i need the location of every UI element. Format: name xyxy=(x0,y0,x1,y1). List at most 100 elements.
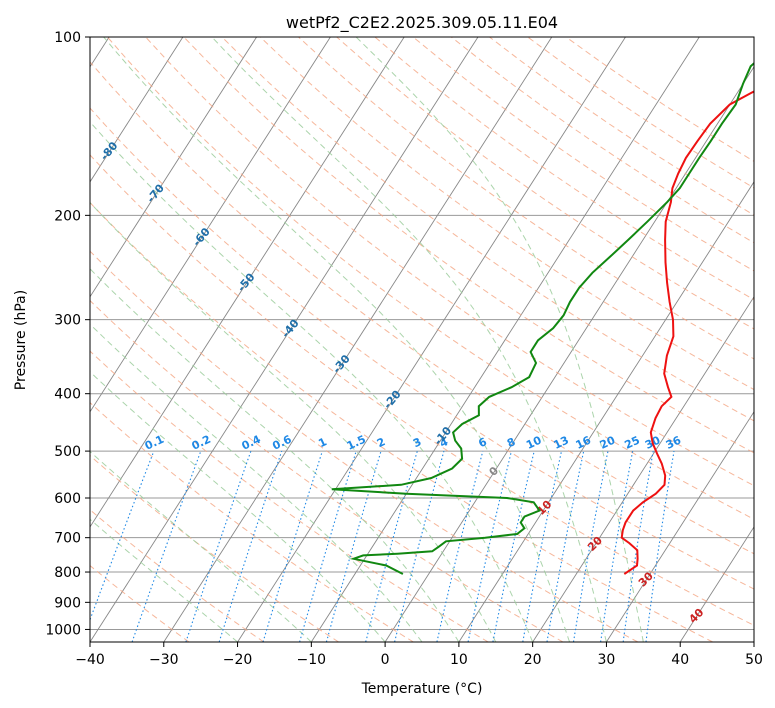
y-tick-label: 1000 xyxy=(45,622,81,638)
mixing-ratio-line xyxy=(218,450,283,642)
mixing-ratio-label: 6 xyxy=(476,435,489,450)
mixing-ratio-label: 20 xyxy=(598,433,618,451)
moist-adiabat-line xyxy=(90,323,423,642)
x-tick-label: 40 xyxy=(671,652,689,668)
mixing-ratio-label: 0.1 xyxy=(143,433,166,453)
mixing-ratio-label: 36 xyxy=(664,433,684,451)
x-tick-label: 10 xyxy=(450,652,468,668)
isotherm-label: -50 xyxy=(235,270,258,294)
x-tick-label: −40 xyxy=(75,652,105,668)
mixing-ratio-label: 13 xyxy=(552,434,571,452)
y-tick-label: 400 xyxy=(54,387,81,403)
mixing-ratio-line xyxy=(436,450,484,642)
temperature-line xyxy=(620,90,754,575)
mixing-ratio-line xyxy=(365,450,418,642)
dry-adiabat-line xyxy=(489,37,754,216)
mixing-ratio-line xyxy=(492,450,535,642)
isotherm-label: 40 xyxy=(686,606,706,626)
isotherm-line xyxy=(90,37,405,528)
y-axis: 100 200 300 400 500 600 700 800 900 1000 xyxy=(45,30,90,638)
dry-adiabat-line xyxy=(90,401,414,642)
moist-adiabat-line xyxy=(355,37,644,642)
mixing-ratio-label: 0.2 xyxy=(190,433,213,453)
y-tick-label: 700 xyxy=(54,531,81,547)
moist-adiabat-line xyxy=(90,450,312,642)
dry-adiabat-line xyxy=(107,37,754,520)
dry-adiabat-line xyxy=(336,37,754,330)
y-tick-label: 500 xyxy=(54,444,81,460)
moist-adiabat-line xyxy=(90,201,497,642)
dry-adiabat-line xyxy=(90,154,754,626)
dry-adiabat-line xyxy=(90,299,564,642)
y-tick-label: 600 xyxy=(54,491,81,507)
x-tick-label: −20 xyxy=(223,652,253,668)
dry-adiabat-line xyxy=(221,37,754,422)
mixing-ratio-line xyxy=(299,450,357,642)
mixing-ratio-line xyxy=(622,451,654,642)
isotherm-line xyxy=(237,37,626,642)
chart-title: wetPf2_C2E2.2025.309.05.11.E04 xyxy=(286,13,558,33)
mixing-ratio-label: 3 xyxy=(411,435,423,450)
mixing-ratio-line xyxy=(185,450,252,642)
isotherm-label: -20 xyxy=(381,388,404,412)
y-tick-label: 800 xyxy=(54,565,81,581)
mixing-ratio-line xyxy=(645,451,675,642)
dewpoint-line xyxy=(331,62,754,575)
isotherm-line xyxy=(163,37,553,642)
mixing-ratio-label: 1.5 xyxy=(345,433,368,453)
isotherm-line xyxy=(679,526,754,642)
isotherm-line xyxy=(90,37,331,413)
dry-adiabat-line xyxy=(183,37,754,454)
isotherm-label: -30 xyxy=(330,352,353,376)
y-tick-label: 100 xyxy=(54,30,81,46)
mixing-ratio-label: 25 xyxy=(623,434,642,452)
mixing-ratio-label: 10 xyxy=(524,433,544,451)
isotherm-label: -70 xyxy=(144,181,167,205)
dry-adiabat-line xyxy=(90,509,265,642)
isotherm-label: -90 xyxy=(50,98,73,122)
isoline-labels: 0.1 0.2 0.4 0.6 1 1.5 2 3 4 6 8 10 13 16 20 25 30 36-100-… xyxy=(0,55,707,626)
x-tick-label: −30 xyxy=(149,652,179,668)
mixing-ratio-label: 0.4 xyxy=(240,433,263,453)
moist-adiabat-line xyxy=(103,37,571,642)
y-tick-label: 300 xyxy=(54,313,81,329)
plot-frame xyxy=(89,36,755,643)
isotherm-line xyxy=(310,37,700,642)
isotherm-line xyxy=(606,411,754,642)
dry-adiabat-line xyxy=(565,37,754,162)
mixing-ratio-line xyxy=(522,450,563,642)
isotherm-line xyxy=(90,37,184,183)
moist-adiabat-line xyxy=(90,518,238,642)
dry-adiabat-line xyxy=(90,201,713,642)
profile-lines xyxy=(331,62,754,575)
x-tick-label: 50 xyxy=(745,652,763,668)
mixing-ratio-label: 16 xyxy=(574,433,594,451)
mixing-ratio-label: 8 xyxy=(505,435,517,450)
x-axis: −40 −30 −20 −10 0 10 20 30 40 50 xyxy=(75,642,763,668)
dry-adiabat-line xyxy=(90,564,190,642)
y-tick-label: 900 xyxy=(54,595,81,611)
isotherm-line xyxy=(458,181,754,642)
isotherm-label: -100 xyxy=(0,55,27,85)
x-tick-label: 0 xyxy=(381,652,390,668)
y-axis-label: Pressure (hPa) xyxy=(13,290,29,390)
moist-adiabat-line xyxy=(211,37,607,642)
x-tick-label: 30 xyxy=(598,652,616,668)
dry-adiabat-line xyxy=(374,37,754,301)
mixing-ratio-line xyxy=(325,450,382,642)
dry-adiabat-line xyxy=(90,61,754,555)
x-axis-label: Temperature (°C) xyxy=(361,681,483,697)
dry-adiabat-line xyxy=(90,107,754,590)
moist-adiabat-line xyxy=(90,268,460,642)
mixing-ratio-label: 2 xyxy=(375,435,387,450)
isotherm-line xyxy=(90,37,479,642)
y-tick-label: 200 xyxy=(54,208,81,224)
moist-adiabat-line xyxy=(90,371,386,642)
mixing-ratio-line xyxy=(467,450,512,642)
dry-adiabat-line xyxy=(259,37,754,391)
moist-adiabat-line xyxy=(90,121,534,642)
isotherm-line xyxy=(532,296,754,642)
mixing-ratio-line xyxy=(262,450,323,642)
dry-adiabat-line xyxy=(90,454,339,642)
